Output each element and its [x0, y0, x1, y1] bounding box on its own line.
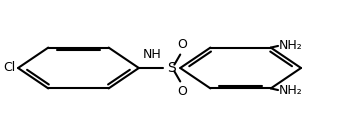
Text: NH₂: NH₂ [279, 39, 302, 52]
Text: O: O [178, 85, 188, 98]
Text: NH₂: NH₂ [279, 84, 302, 97]
Text: Cl: Cl [3, 61, 15, 75]
Text: NH: NH [142, 48, 161, 61]
Text: S: S [167, 61, 176, 75]
Text: O: O [178, 38, 188, 51]
